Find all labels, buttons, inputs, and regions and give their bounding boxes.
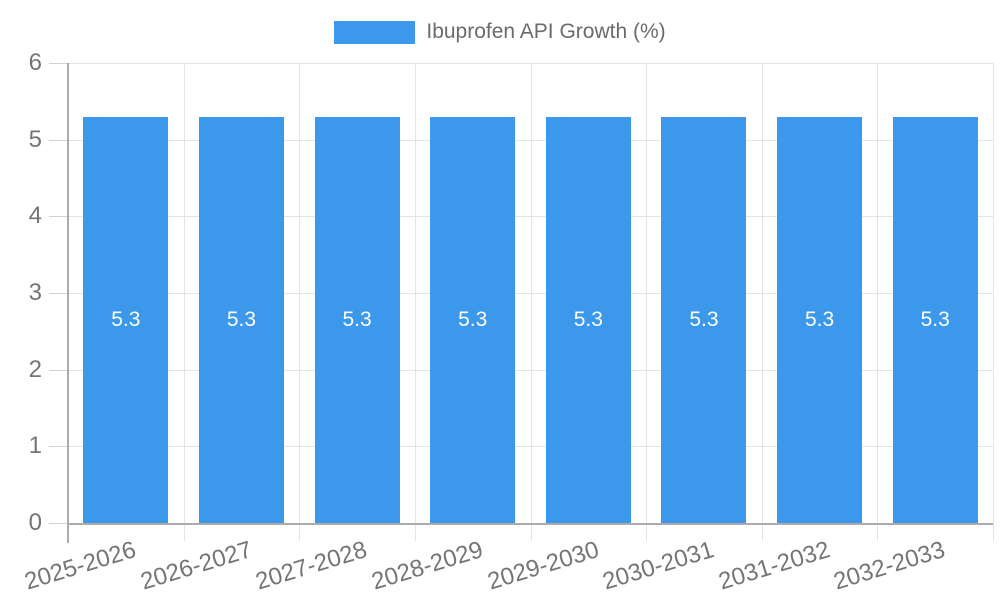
x-axis-line bbox=[68, 523, 993, 525]
y-axis-tick-label: 0 bbox=[28, 509, 42, 536]
x-axis-tick-label: 2030-2031 bbox=[599, 536, 718, 596]
x-axis-tick-label: 2026-2027 bbox=[137, 536, 255, 596]
bar[interactable]: 5.3 bbox=[314, 116, 400, 523]
y-axis-tick-label: 2 bbox=[28, 355, 42, 383]
legend-swatch-icon bbox=[334, 20, 416, 44]
bar-value-label: 5.3 bbox=[342, 307, 372, 331]
x-axis-tick-label: 2028-2029 bbox=[368, 536, 486, 596]
y-axis-tick bbox=[49, 139, 68, 141]
bar[interactable]: 5.3 bbox=[83, 116, 169, 523]
y-axis-tick-label: 3 bbox=[28, 279, 42, 306]
legend-label: Ibuprofen API Growth (%) bbox=[426, 20, 666, 43]
y-axis-tick bbox=[49, 63, 68, 64]
x-axis-tick-label: 2025-2026 bbox=[21, 536, 140, 596]
x-axis-tick-label: 2032-2033 bbox=[830, 536, 949, 596]
bar-value-label: 5.3 bbox=[226, 307, 257, 331]
x-gridline bbox=[993, 63, 994, 541]
x-gridline bbox=[183, 63, 185, 541]
bar-value-label: 5.3 bbox=[458, 307, 488, 331]
bar[interactable]: 5.3 bbox=[892, 116, 978, 523]
y-axis-line bbox=[67, 63, 69, 543]
bar[interactable]: 5.3 bbox=[661, 116, 747, 523]
x-gridline bbox=[646, 63, 648, 541]
bar[interactable]: 5.3 bbox=[545, 116, 631, 523]
x-gridline bbox=[761, 63, 763, 541]
x-gridline bbox=[530, 63, 532, 541]
x-gridline bbox=[877, 63, 879, 541]
y-axis-tick-label: 1 bbox=[28, 432, 42, 460]
y-axis-tick bbox=[49, 446, 68, 448]
bar-value-label: 5.3 bbox=[573, 307, 603, 331]
bar-value-label: 5.3 bbox=[804, 307, 835, 331]
x-axis-tick-label: 2027-2028 bbox=[252, 536, 371, 596]
x-gridline bbox=[299, 63, 301, 541]
bar-value-label: 5.3 bbox=[689, 307, 719, 331]
x-axis-tick-label: 2029-2030 bbox=[483, 536, 602, 596]
y-axis-tick bbox=[49, 369, 68, 371]
bar[interactable]: 5.3 bbox=[777, 116, 863, 523]
y-axis-tick bbox=[49, 293, 68, 294]
y-axis-tick-label: 5 bbox=[28, 125, 42, 153]
y-axis-tick bbox=[49, 523, 68, 524]
bar-value-label: 5.3 bbox=[111, 307, 141, 331]
x-gridline bbox=[414, 63, 416, 541]
bar[interactable]: 5.3 bbox=[430, 116, 516, 523]
y-axis-tick-label: 6 bbox=[28, 49, 42, 76]
y-axis-tick-label: 4 bbox=[28, 202, 42, 230]
bar[interactable]: 5.3 bbox=[198, 116, 284, 523]
legend-item[interactable]: Ibuprofen API Growth (%) bbox=[0, 20, 1000, 44]
bar-value-label: 5.3 bbox=[920, 307, 950, 331]
y-axis-tick bbox=[49, 216, 68, 218]
x-axis-tick-label: 2031-2032 bbox=[715, 536, 833, 596]
